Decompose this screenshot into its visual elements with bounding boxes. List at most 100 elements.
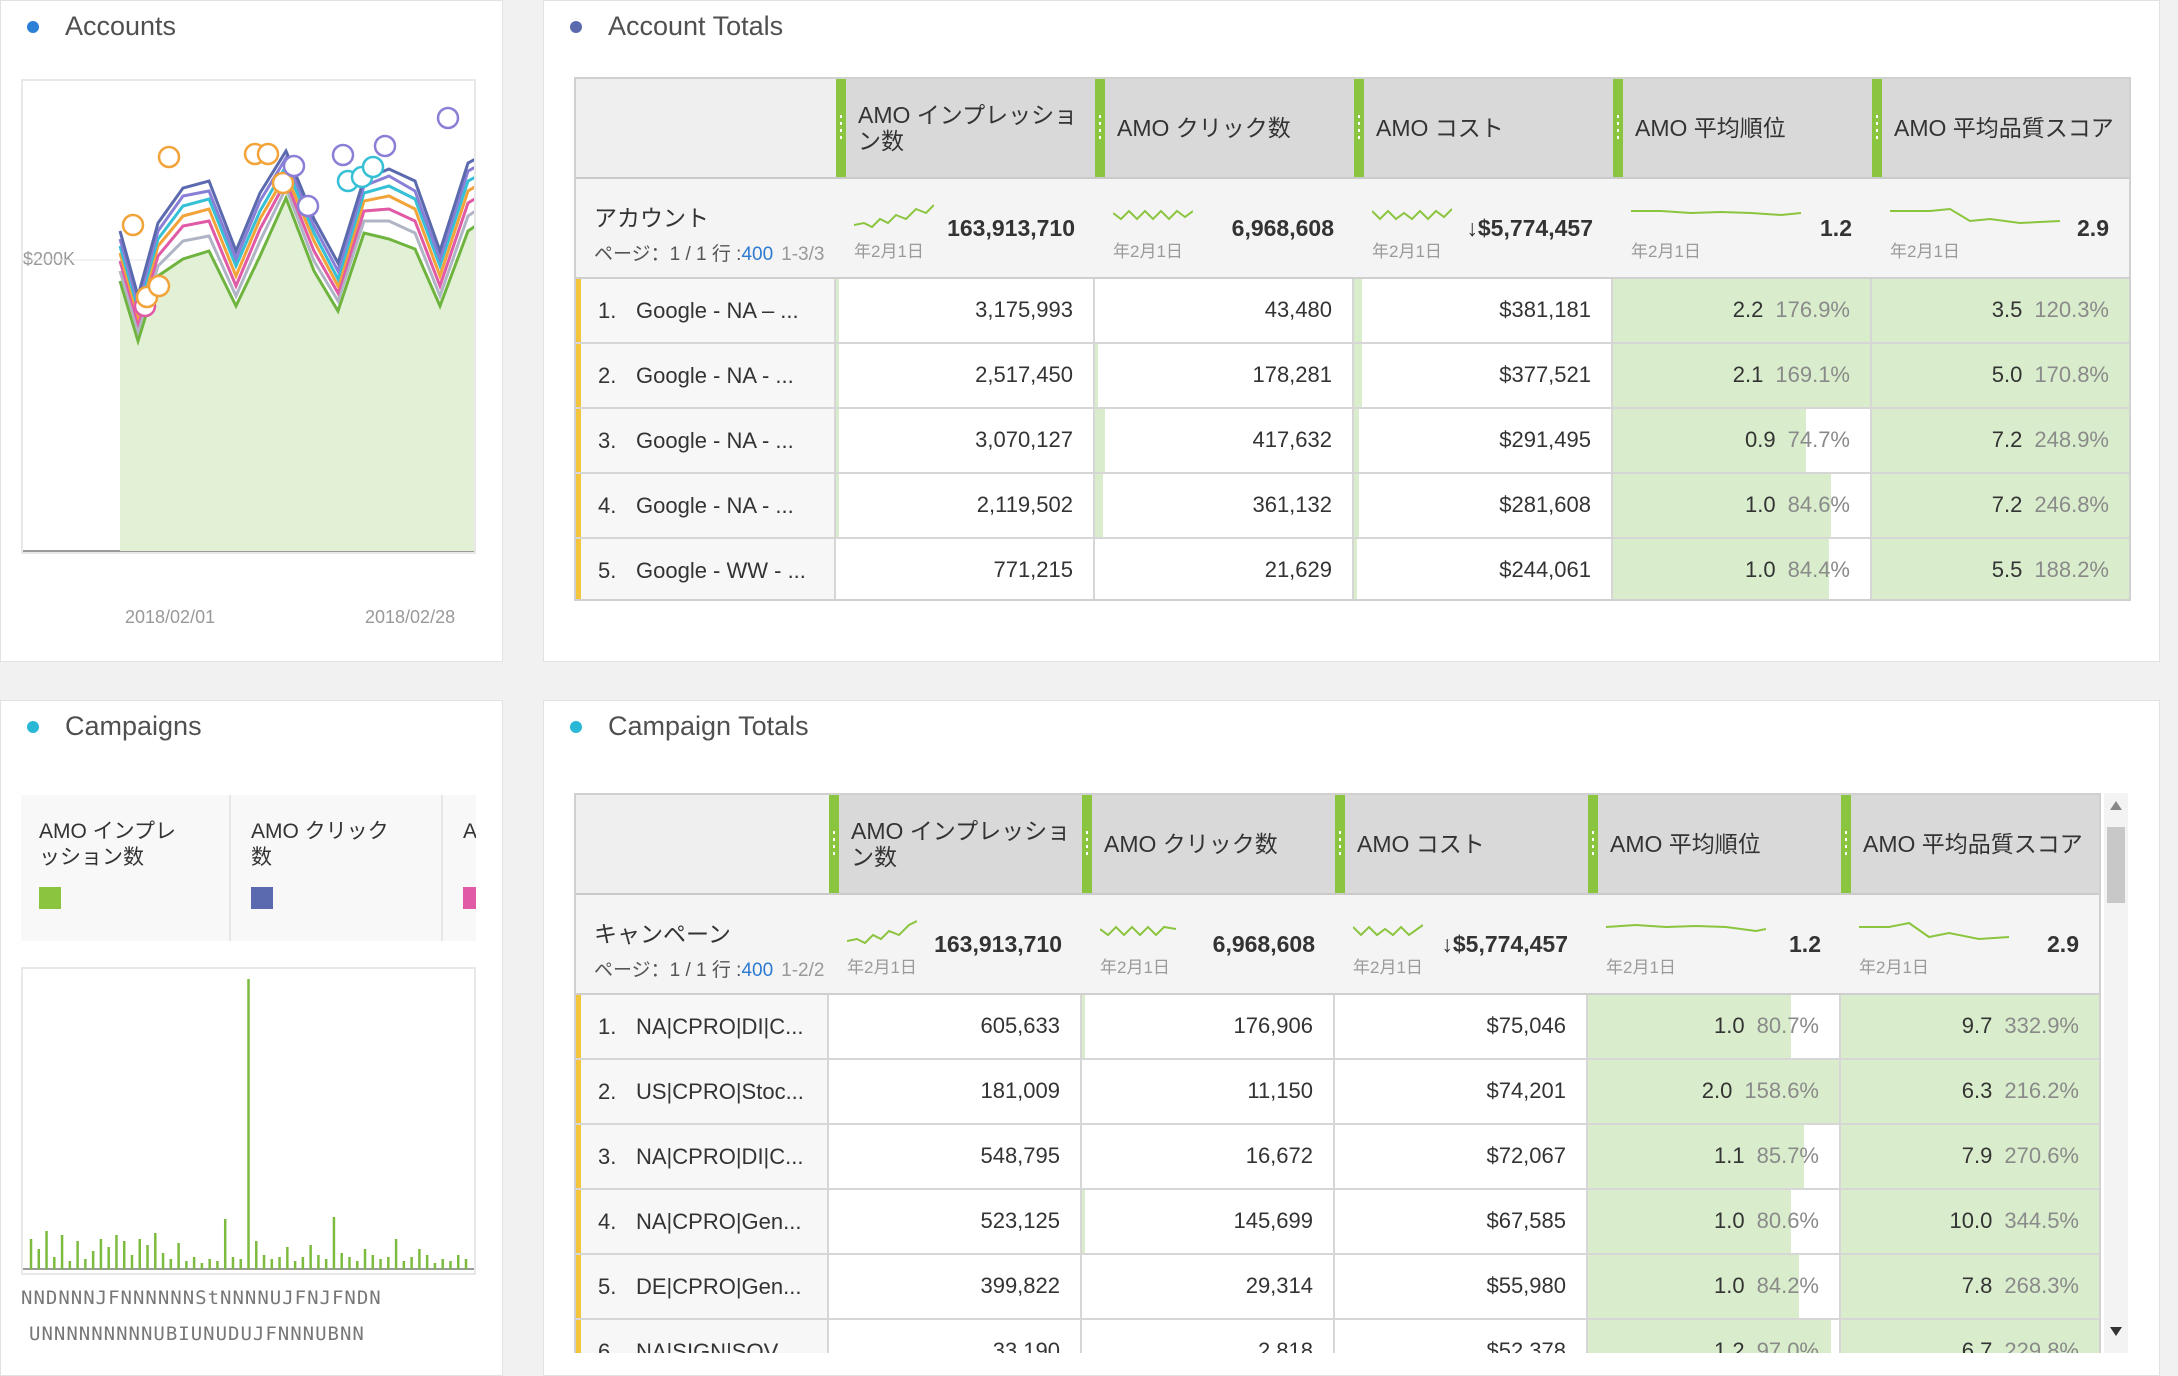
row-label-cell[interactable]: 4. Google - NA - ... [576, 474, 836, 537]
total-cell-impressions: 年2月1日 163,913,710 [836, 179, 1095, 277]
row-label-cell[interactable]: 2. US|CPRO|Stoc... [576, 1060, 829, 1123]
column-header-impressions[interactable]: AMO インプレッション数 [836, 79, 1095, 177]
cell-value: 29,314 [1245, 1273, 1313, 1298]
value-bar [1613, 474, 1832, 537]
dimension-label: キャンペーン [594, 921, 731, 947]
row-label-cell[interactable]: 3. NA|CPRO|DI|C... [576, 1125, 829, 1188]
dimension-cell: アカウント ページ：1 / 1 行 :400 1-3/3 [576, 179, 836, 277]
metric-drag-handle[interactable] [1613, 79, 1623, 177]
metric-drag-handle[interactable] [1095, 79, 1105, 177]
column-header-clicks[interactable]: AMO クリック数 [1095, 79, 1354, 177]
column-header-clicks[interactable]: AMO クリック数 [1082, 795, 1335, 893]
row-label-cell[interactable]: 5. Google - WW - ... [576, 539, 836, 599]
row-label-cell[interactable]: 1. NA|CPRO|DI|C... [576, 995, 829, 1058]
column-header-cost[interactable]: AMO コスト [1335, 795, 1588, 893]
metric-drag-handle[interactable] [1841, 795, 1851, 893]
value-bar [1613, 539, 1829, 599]
column-header-impressions[interactable]: AMO インプレッション数 [829, 795, 1082, 893]
cell-value: $377,521 [1499, 362, 1591, 387]
cell-value: 2.0 [1701, 1078, 1733, 1103]
table-row[interactable]: 5. DE|CPRO|Gen... 399,822 29,314 $55,980 1.0 8… [576, 1255, 2099, 1320]
value-bar [1095, 409, 1106, 472]
row-label-cell[interactable]: 4. NA|CPRO|Gen... [576, 1190, 829, 1253]
value-bar [1082, 1190, 1085, 1253]
metric-drag-handle[interactable] [1354, 79, 1364, 177]
table-row[interactable]: 2. Google - NA - ... 2,517,450 178,281 $377,… [576, 344, 2129, 409]
table-header: AMO インプレッション数 AMO クリック数 AMO コスト AMO 平均順位… [576, 795, 2099, 895]
series-line-pink [118, 177, 474, 329]
column-header-avg-position[interactable]: AMO 平均順位 [1588, 795, 1841, 893]
row-rank: 6. [598, 1338, 617, 1354]
column-header-cost[interactable]: AMO コスト [1354, 79, 1613, 177]
cell-clicks: 11,150 [1082, 1060, 1335, 1123]
cell-quality-score: 6.3 216.2% [1841, 1060, 2099, 1123]
table-row[interactable]: 3. NA|CPRO|DI|C... 548,795 16,672 $72,067 1.1… [576, 1125, 2099, 1190]
sparkline-date: 年2月1日 [1113, 242, 1183, 261]
accounts-line-chart[interactable]: $200K [21, 79, 476, 554]
row-label-cell[interactable]: 2. Google - NA - ... [576, 344, 836, 407]
cell-value: 9.7 [1961, 1013, 1993, 1038]
metric-drag-handle[interactable] [836, 79, 846, 177]
legend-item-clicks[interactable]: AMO クリック数 [233, 795, 443, 941]
row-range: 1-2/2 [781, 960, 825, 981]
row-name: NA|CPRO|Gen... [636, 1208, 802, 1234]
cell-value: 3.5 [1991, 297, 2023, 322]
vertical-scrollbar[interactable] [2104, 793, 2128, 1353]
total-value: 6,968,608 [1231, 215, 1334, 241]
metric-drag-handle[interactable] [1082, 795, 1092, 893]
cell-value: 2.2 [1732, 297, 1764, 322]
row-label-cell[interactable]: 6. NA|SIGN|SOV... [576, 1320, 829, 1353]
value-bar [836, 409, 839, 472]
row-label-cell[interactable]: 1. Google - NA – ... [576, 279, 836, 342]
scrollbar-thumb[interactable] [2107, 827, 2125, 903]
metric-drag-handle[interactable] [1872, 79, 1882, 177]
cell-value: 2,517,450 [975, 362, 1073, 387]
campaign-totals-table: AMO インプレッション数 AMO クリック数 AMO コスト AMO 平均順位… [574, 793, 2101, 1353]
total-value: 2.9 [2077, 215, 2109, 241]
cell-impressions: 33,190 [829, 1320, 1082, 1353]
value-bar [1588, 995, 1792, 1058]
table-row[interactable]: 4. NA|CPRO|Gen... 523,125 145,699 $67,585 1.0… [576, 1190, 2099, 1255]
cell-percent: 158.6% [1744, 1078, 1819, 1103]
table-row[interactable]: 1. Google - NA – ... 3,175,993 43,480 $381,1… [576, 279, 2129, 344]
legend-item-cost[interactable]: A [445, 795, 476, 941]
cell-cost: $67,585 [1335, 1190, 1588, 1253]
sparkline-date: 年2月1日 [847, 958, 917, 977]
totals-row: アカウント ページ：1 / 1 行 :400 1-3/3 年2月1日 163,91… [576, 179, 2129, 279]
sparkline [847, 920, 917, 945]
cell-percent: 74.7% [1787, 427, 1850, 452]
cell-value: 7.9 [1961, 1143, 1993, 1168]
campaigns-bar-chart[interactable] [21, 967, 476, 1275]
table-row[interactable]: 6. NA|SIGN|SOV... 33,190 2,818 $52,378 1.2 97.… [576, 1320, 2099, 1353]
cell-value: 10.0 [1949, 1208, 1993, 1233]
series-line-blue [118, 147, 474, 302]
sparkline-date: 年2月1日 [1353, 958, 1423, 977]
cell-impressions: 523,125 [829, 1190, 1082, 1253]
column-header-quality-score[interactable]: AMO 平均品質スコア [1841, 795, 2099, 893]
table-row[interactable]: 5. Google - WW - ... 771,215 21,629 $244,061… [576, 539, 2129, 599]
metric-drag-handle[interactable] [829, 795, 839, 893]
scroll-down-icon[interactable] [2110, 1327, 2122, 1336]
x-axis-ticks-row1: NNDNNNJFNNNNNNStNNNNUJFNJFNDN [21, 1287, 382, 1309]
column-header-quality-score[interactable]: AMO 平均品質スコア [1872, 79, 2129, 177]
metric-drag-handle[interactable] [1588, 795, 1598, 893]
row-label-cell[interactable]: 3. Google - NA - ... [576, 409, 836, 472]
accounts-panel: Accounts $200K [0, 0, 503, 662]
total-value: 6,968,608 [1212, 931, 1315, 957]
cell-avg-position: 2.1 169.1% [1613, 344, 1872, 407]
table-row[interactable]: 4. Google - NA - ... 2,119,502 361,132 $281,… [576, 474, 2129, 539]
scroll-up-icon[interactable] [2110, 801, 2122, 810]
table-row[interactable]: 3. Google - NA - ... 3,070,127 417,632 $291,… [576, 409, 2129, 474]
column-header-avg-position[interactable]: AMO 平均順位 [1613, 79, 1872, 177]
legend-swatch [39, 887, 61, 909]
rows-per-page-link[interactable]: 400 [741, 960, 774, 981]
table-row[interactable]: 2. US|CPRO|Stoc... 181,009 11,150 $74,201 2.0… [576, 1060, 2099, 1125]
rows-per-page-link[interactable]: 400 [741, 244, 774, 265]
metric-drag-handle[interactable] [1335, 795, 1345, 893]
legend-item-impressions[interactable]: AMO インプレッション数 [21, 795, 231, 941]
row-label-cell[interactable]: 5. DE|CPRO|Gen... [576, 1255, 829, 1318]
table-row[interactable]: 1. NA|CPRO|DI|C... 605,633 176,906 $75,046 1.… [576, 995, 2099, 1060]
value-bar [1841, 1320, 2099, 1353]
cell-percent: 85.7% [1756, 1143, 1819, 1168]
value-bar [1588, 1255, 1799, 1318]
